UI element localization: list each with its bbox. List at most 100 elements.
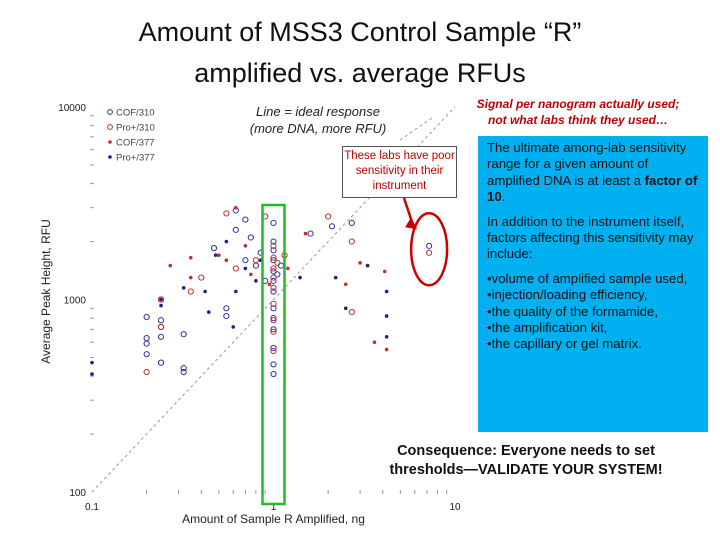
data-point (286, 266, 290, 271)
legend-marker (107, 124, 113, 130)
data-point (267, 282, 272, 287)
data-point (206, 310, 211, 314)
x-tick-label: 0.1 (85, 502, 99, 513)
data-point (365, 263, 370, 268)
range-text-pre: The ultimate among-lab sensitivity range… (487, 140, 687, 188)
ideal-line-note-2: (more DNA, more RFU) (249, 121, 387, 136)
data-point (234, 205, 238, 210)
signal-note: Signal per nanogram actually used; not w… (452, 96, 704, 128)
factor-item: •the capillary or gel matrix. (487, 336, 642, 352)
data-point (143, 335, 150, 342)
data-point (242, 216, 249, 223)
data-point (384, 289, 389, 294)
data-point (270, 254, 277, 261)
data-point (270, 284, 277, 291)
data-point (298, 275, 302, 280)
legend-label: Pro+/310 (116, 123, 155, 134)
data-point (168, 263, 173, 268)
data-point (143, 351, 150, 358)
factors-list: •volume of amplified sample used, •injec… (487, 271, 702, 353)
x-axis-label: Amount of Sample R Amplified, ng (182, 512, 365, 526)
data-point (159, 297, 163, 302)
data-point (270, 247, 277, 254)
highlight-box (261, 203, 286, 506)
signal-note-1: Signal per nanogram actually used; (476, 97, 680, 111)
data-point (274, 259, 281, 266)
data-point (252, 257, 260, 264)
data-point (270, 361, 277, 368)
data-point (157, 296, 165, 303)
range-text-post: . (501, 189, 506, 205)
x-tick-label: 10 (449, 502, 461, 513)
data-point (270, 344, 277, 352)
legend-label: Pro+/377 (116, 153, 155, 164)
data-point (270, 305, 277, 312)
ideal-line-note-1: Line = ideal response (256, 104, 380, 119)
data-point (224, 258, 229, 263)
consequence-line-1: Consequence: Everyone needs to set (397, 443, 655, 459)
data-point (348, 238, 355, 245)
data-point (348, 219, 355, 226)
data-point (180, 365, 187, 372)
data-point (210, 244, 218, 252)
factors-intro: In addition to the instrument itself, fa… (487, 213, 694, 262)
signal-note-pointer (399, 117, 433, 141)
data-point (270, 219, 277, 226)
data-point (270, 317, 277, 324)
factor-item: •volume of amplified sample used, (487, 270, 688, 286)
highlight-overlays (261, 117, 449, 506)
poor-sensitivity-callout: These labs have poor sensitivity in thei… (342, 146, 457, 198)
data-point (157, 359, 165, 366)
data-point (307, 230, 314, 237)
data-point (325, 213, 332, 220)
slide-title-line-2: amplified vs. average RFUs (194, 58, 526, 88)
data-point (372, 340, 377, 345)
explanation-panel: The ultimate among-lab sensitivity range… (478, 136, 708, 432)
legend-label: COF/310 (116, 108, 155, 119)
data-point (274, 271, 281, 278)
data-point (223, 210, 230, 217)
poor-sensitivity-oval (409, 212, 449, 287)
chart-axes: 100 1000 10000 0.1 1 10 Amount of Sample R Amp… (39, 103, 461, 526)
data-point (254, 279, 258, 283)
data-point (328, 223, 336, 230)
slide-title-line-1: Amount of MSS3 Control Sample “R” (138, 17, 582, 47)
data-point (143, 340, 150, 347)
data-point (270, 315, 277, 322)
y-tick-label: 10000 (58, 103, 86, 114)
data-point (243, 266, 248, 271)
data-point (242, 257, 249, 264)
sensitivity-range-text: The ultimate among-lab sensitivity range… (487, 140, 702, 206)
data-point (270, 288, 277, 295)
data-point (157, 333, 165, 340)
data-point (90, 360, 94, 365)
y-tick-label: 100 (69, 488, 86, 499)
data-point (180, 368, 187, 376)
data-point (234, 289, 238, 294)
data-point (358, 261, 362, 265)
legend-marker (107, 109, 113, 115)
y-axis-label: Average Peak Height, RFU (39, 219, 53, 364)
data-point (143, 368, 150, 376)
data-point (252, 262, 260, 269)
data-point (384, 347, 389, 352)
data-point (348, 309, 355, 316)
legend-label: COF/377 (116, 138, 155, 149)
data-point (270, 326, 277, 333)
data-point (231, 325, 236, 329)
data-point (213, 253, 218, 257)
data-point (382, 269, 387, 274)
factor-item: •the amplification kit, (487, 320, 608, 336)
data-point (343, 282, 348, 287)
data-point (203, 289, 207, 294)
data-point (143, 314, 150, 321)
data-point (181, 286, 186, 290)
data-point (426, 242, 433, 249)
signal-note-2: not what labs think they used… (487, 113, 669, 127)
consequence-line-2: thresholds—VALIDATE YOUR SYSTEM! (389, 462, 663, 478)
range-text-bold: factor of 10 (487, 172, 698, 205)
data-point (384, 335, 389, 339)
data-point (270, 370, 277, 378)
data-point (157, 317, 165, 324)
